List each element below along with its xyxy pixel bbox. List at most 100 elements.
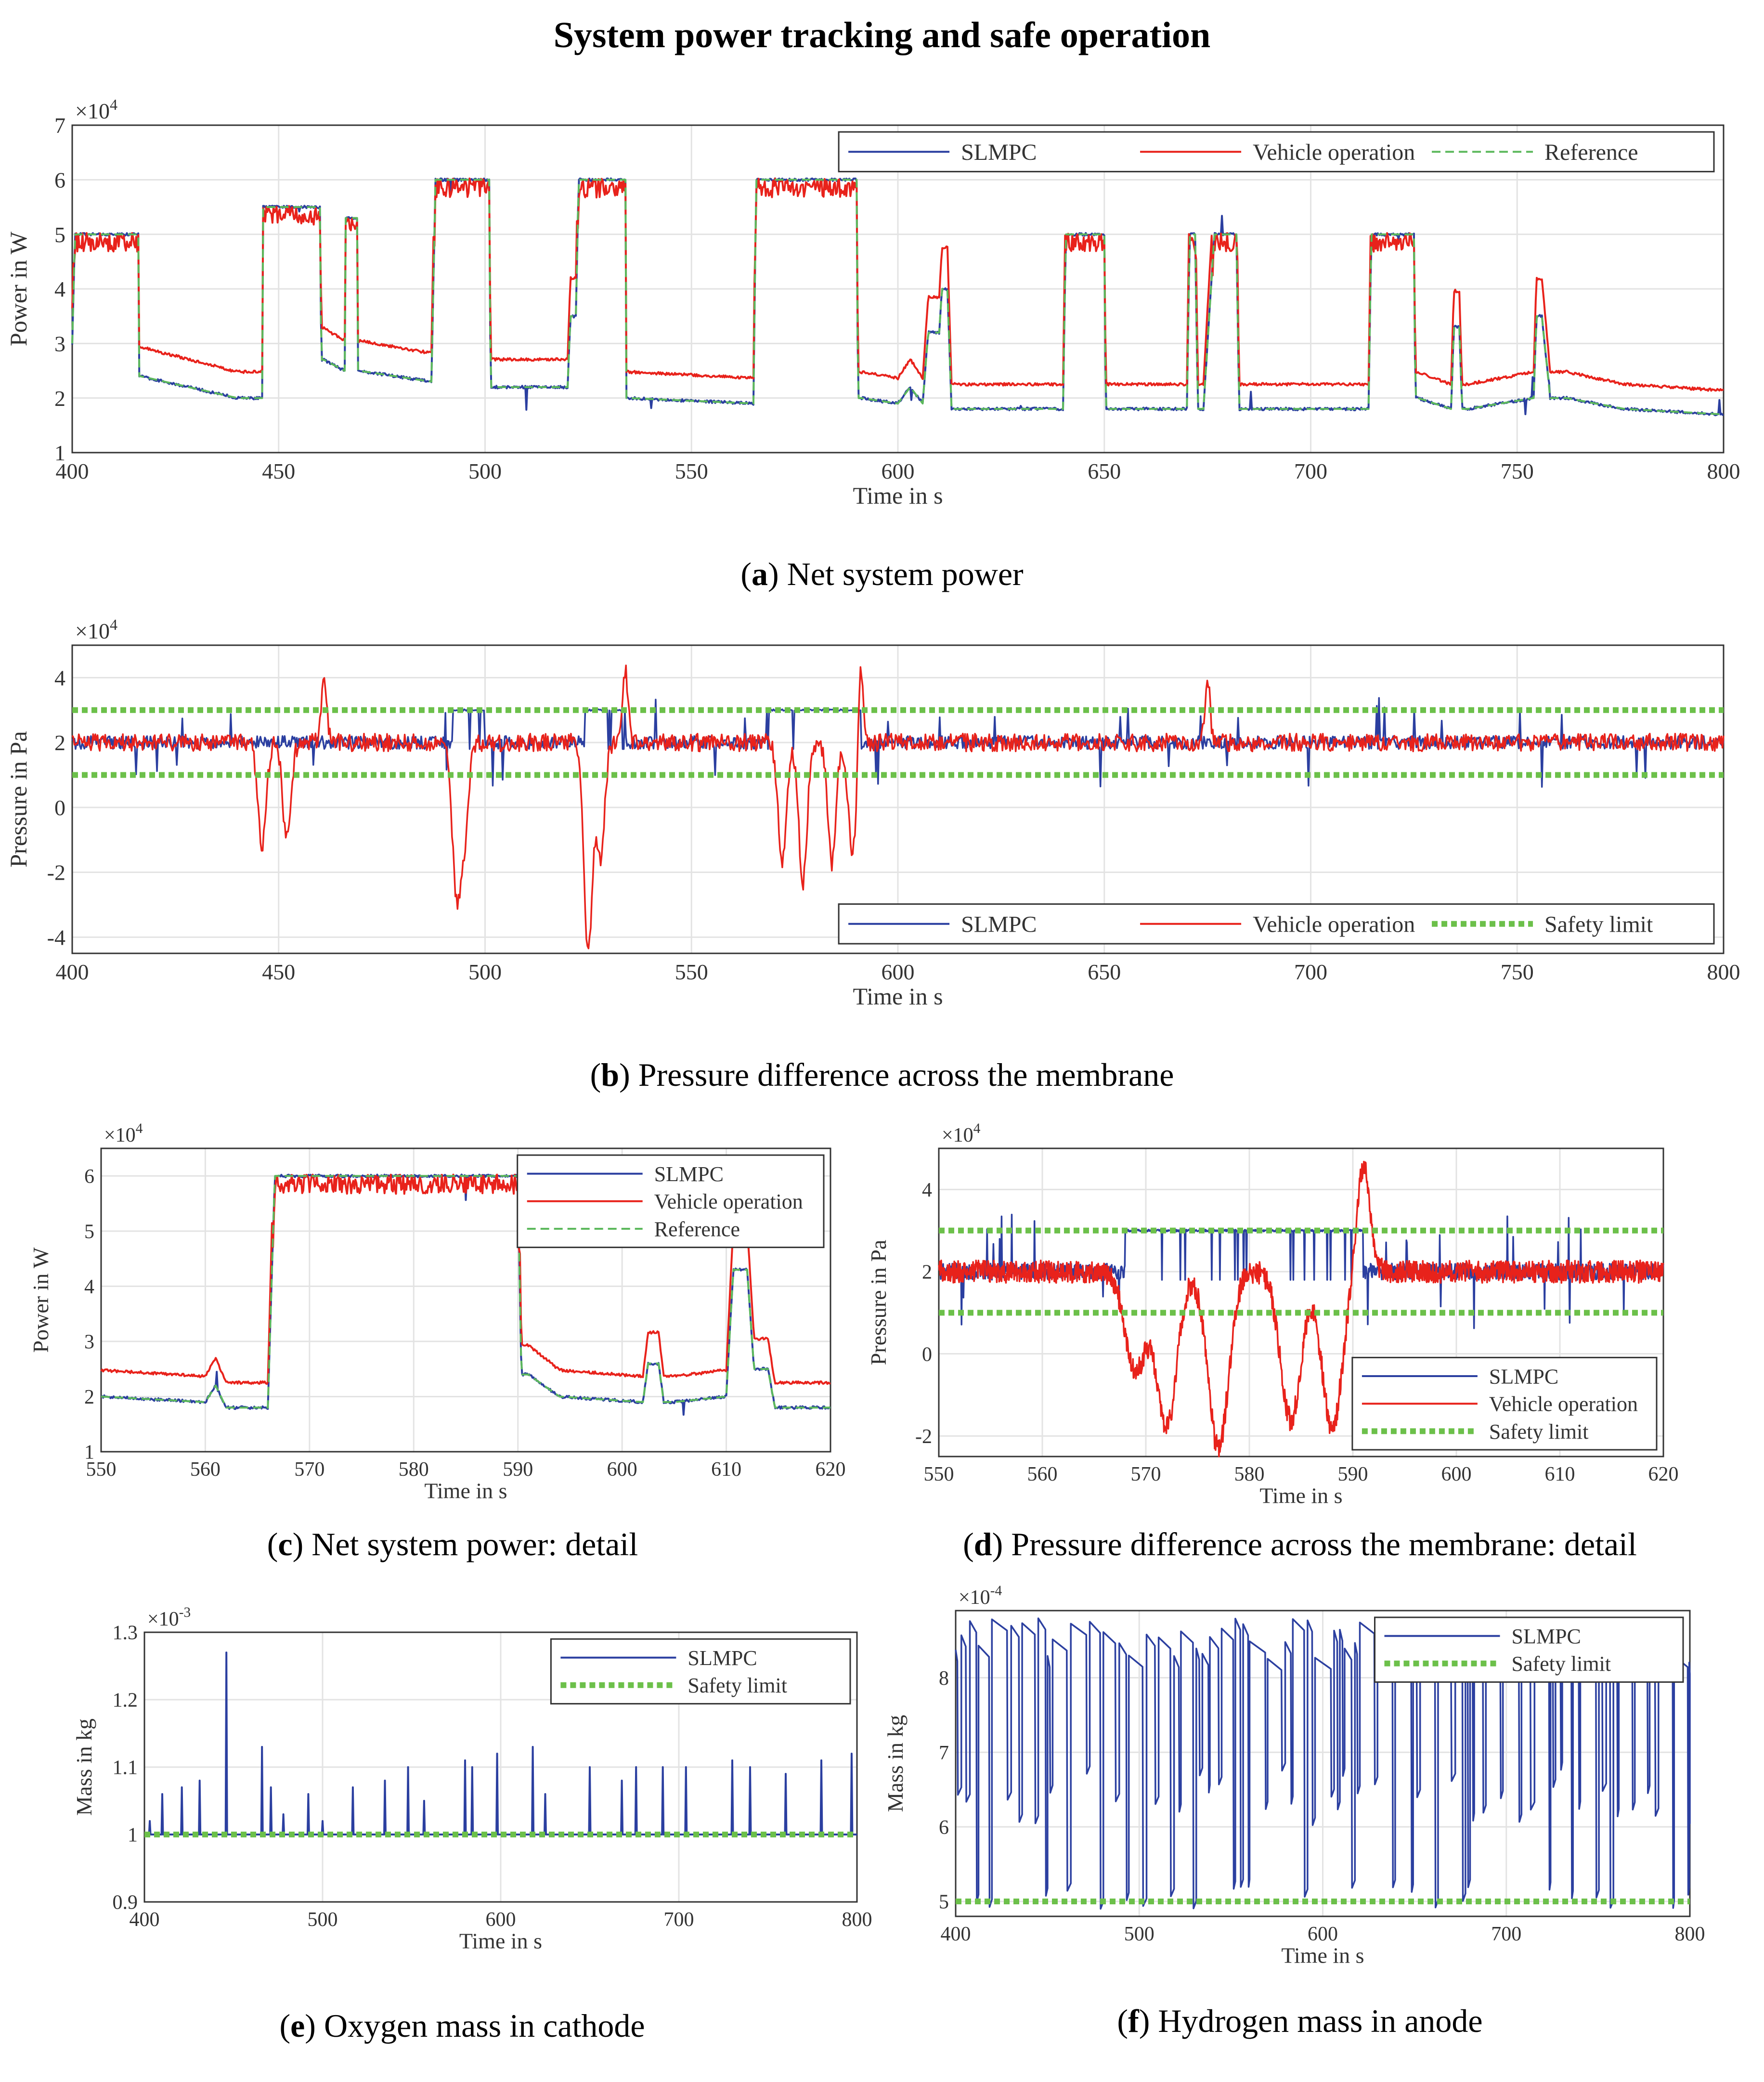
y-tick-label: -2 [47, 860, 65, 885]
x-tick-label: 450 [262, 459, 295, 483]
y-tick-label: 4 [54, 277, 65, 301]
x-axis-label: Time in s [459, 1929, 542, 1953]
axis-exponent-power: -3 [179, 1605, 191, 1620]
figure-caption: (f) Hydrogen mass in anode [1117, 2003, 1482, 2039]
legend-label: Safety limit [1544, 912, 1653, 937]
caption-paren: ) [305, 2007, 316, 2044]
caption-paren: ) [768, 556, 779, 592]
axis-exponent-power: 4 [136, 1121, 143, 1136]
caption-paren: ( [1117, 2003, 1128, 2039]
y-tick-label: 1 [128, 1824, 138, 1847]
y-tick-label: 6 [939, 1817, 949, 1839]
chart-c: 550 560 570 580 590 600 610 620 1 2 3 4 5 6 Time in s P… [28, 1121, 846, 1562]
x-tick-label: 700 [1491, 1923, 1521, 1945]
y-tick-label: 4 [922, 1179, 932, 1201]
legend-label: Vehicle operation [1253, 140, 1415, 165]
y-tick-label: -2 [915, 1426, 932, 1448]
y-axis-label: Power in W [28, 1247, 53, 1353]
axis-exponent-power: -4 [990, 1583, 1002, 1599]
plot-frame [938, 1147, 1664, 1457]
figure-title: System power tracking and safe operation [553, 15, 1211, 55]
caption-letter: d [974, 1526, 992, 1562]
x-tick-label: 620 [1648, 1463, 1679, 1485]
caption-text: Hydrogen mass in anode [1150, 2003, 1482, 2039]
caption-paren: ) [293, 1526, 304, 1562]
caption-text: Pressure difference across the membrane [630, 1056, 1174, 1093]
caption-text: Net system power: detail [303, 1526, 638, 1562]
x-tick-label: 700 [664, 1909, 694, 1931]
x-tick-label: 400 [56, 459, 89, 483]
caption-letter: a [752, 556, 768, 592]
y-tick-label: 2 [54, 730, 65, 755]
plot-frame [100, 1147, 831, 1453]
x-tick-label: 650 [1088, 459, 1121, 483]
figure-caption: (b) Pressure difference across the membr… [590, 1056, 1174, 1093]
x-tick-label: 400 [130, 1909, 160, 1931]
x-tick-label: 620 [816, 1458, 846, 1481]
y-tick-label: -4 [47, 925, 65, 950]
x-tick-label: 580 [1234, 1463, 1265, 1485]
y-tick-label: 0.9 [113, 1892, 138, 1914]
y-tick-label: 1 [54, 441, 65, 465]
series-vehicle-line [938, 1160, 1664, 1457]
caption-letter: f [1128, 2003, 1140, 2039]
x-tick-label: 600 [882, 960, 915, 984]
series-vehicle-line [100, 1173, 831, 1385]
figure-caption: (e) Oxygen mass in cathode [279, 2007, 645, 2044]
caption-text: Oxygen mass in cathode [316, 2007, 645, 2044]
x-axis-label: Time in s [1259, 1483, 1342, 1508]
legend-box [838, 903, 1715, 945]
x-tick-label: 550 [675, 960, 708, 984]
chart-f: 400 500 600 700 800 8 7 6 5 Time in s Mass in kg ×1… [883, 1583, 1705, 2039]
x-tick-label: 500 [1124, 1923, 1154, 1945]
y-axis-label: Pressure in Pa [866, 1240, 891, 1366]
x-tick-label: 590 [1338, 1463, 1368, 1485]
x-tick-label: 400 [56, 960, 89, 984]
y-tick-label: 3 [54, 331, 65, 356]
y-tick-label: 2 [54, 386, 65, 411]
x-tick-label: 700 [1294, 459, 1327, 483]
y-tick-label: 7 [939, 1742, 949, 1764]
caption-paren: ( [963, 1526, 974, 1562]
x-tick-label: 400 [941, 1923, 971, 1945]
legend-label: Vehicle operation [1253, 912, 1415, 937]
x-tick-label: 600 [1441, 1463, 1472, 1485]
x-axis-label: Time in s [853, 482, 943, 509]
x-tick-label: 800 [1707, 459, 1740, 483]
legend-label: SLMPC [1489, 1365, 1558, 1388]
y-tick-label: 5 [54, 222, 65, 247]
y-tick-label: 5 [939, 1891, 949, 1913]
caption-text: Net system power [779, 556, 1024, 592]
legend-label: Reference [654, 1217, 740, 1241]
x-tick-label: 800 [842, 1909, 872, 1931]
caption-letter: c [278, 1526, 292, 1562]
legend-label: SLMPC [961, 140, 1037, 165]
x-tick-label: 590 [503, 1458, 533, 1481]
legend-label: SLMPC [687, 1646, 757, 1670]
y-tick-label: 5 [84, 1221, 94, 1243]
x-tick-label: 600 [1308, 1923, 1338, 1945]
legend-label: Safety limit [1512, 1652, 1611, 1676]
axis-exponent-power: 4 [110, 616, 117, 633]
series-vehicle-line [71, 664, 1725, 950]
y-tick-label: 4 [54, 665, 65, 690]
x-axis-label: Time in s [1281, 1943, 1364, 1968]
legend-box [838, 131, 1715, 172]
x-tick-label: 580 [399, 1458, 429, 1481]
legend-label: Safety limit [1489, 1420, 1589, 1444]
y-tick-label: 1.1 [113, 1757, 138, 1779]
figure-caption: (d) Pressure difference across the membr… [963, 1526, 1637, 1562]
caption-paren: ) [992, 1526, 1003, 1562]
legend-label: SLMPC [654, 1162, 724, 1186]
x-tick-label: 560 [1027, 1463, 1058, 1485]
x-tick-label: 550 [675, 459, 708, 483]
caption-paren: ) [619, 1056, 630, 1093]
x-tick-label: 610 [711, 1458, 741, 1481]
x-tick-label: 570 [294, 1458, 324, 1481]
y-tick-label: 6 [84, 1166, 94, 1188]
caption-paren: ( [279, 2007, 290, 2044]
caption-letter: b [601, 1056, 619, 1093]
y-tick-label: 3 [84, 1331, 94, 1353]
axis-exponent-power: 4 [973, 1121, 981, 1136]
y-tick-label: 0 [922, 1343, 932, 1366]
